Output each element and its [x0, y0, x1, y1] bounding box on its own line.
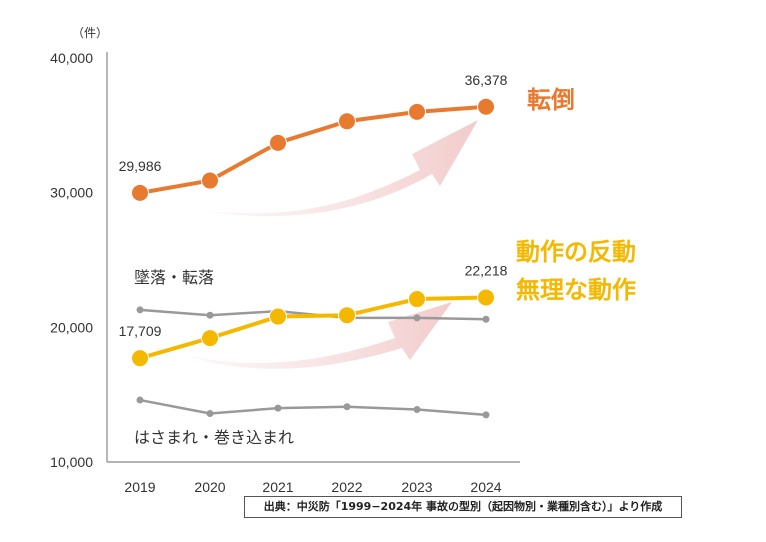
- data-point: [201, 329, 219, 348]
- data-point: [343, 403, 351, 411]
- data-point: [477, 97, 495, 116]
- x-tick-label: 2022: [331, 479, 362, 495]
- series-label-tsuiraku: 墜落・転落: [134, 268, 214, 287]
- trend-arrow-lower: [185, 302, 452, 369]
- x-tick-label: 2024: [470, 479, 501, 495]
- series-label-dousa: 無理な動作: [516, 276, 636, 304]
- data-point: [136, 396, 144, 404]
- series-layer: [131, 97, 495, 419]
- data-point: [408, 290, 426, 309]
- data-point: [338, 306, 356, 325]
- data-point: [477, 288, 495, 307]
- y-tick-label: 10,000: [50, 454, 93, 470]
- y-tick-label: 40,000: [50, 50, 93, 66]
- data-point: [206, 311, 214, 319]
- y-tick-label: 30,000: [50, 185, 93, 201]
- y-tick-label: 20,000: [50, 319, 93, 335]
- data-label: 29,986: [119, 158, 162, 174]
- data-point: [408, 102, 426, 121]
- series-line: [139, 398, 487, 417]
- data-point: [269, 307, 287, 326]
- data-point: [269, 133, 287, 152]
- y-unit-label: （件）: [72, 26, 108, 40]
- data-point: [482, 315, 490, 323]
- series-label-dousa: 動作の反動: [516, 238, 636, 266]
- data-point: [338, 112, 356, 131]
- data-point: [206, 410, 214, 418]
- data-label: 22,218: [465, 262, 508, 278]
- data-point: [131, 349, 149, 368]
- series-line: [139, 295, 487, 361]
- trend-arrow-upper: [200, 120, 478, 217]
- series-label-hasamare: はさまれ・巻き込まれ: [134, 428, 294, 447]
- data-point: [136, 306, 144, 314]
- data-label: 36,378: [465, 72, 508, 88]
- data-point: [413, 314, 421, 322]
- data-point: [413, 405, 421, 413]
- x-tick-label: 2023: [401, 479, 432, 495]
- axes: [106, 52, 520, 463]
- text-layer: （件） 10,000 20,000 30,000 40,000 2019 2020 2021 2…: [50, 26, 636, 495]
- trend-arrows: [185, 120, 478, 369]
- x-tick-label: 2021: [262, 479, 293, 495]
- x-tick-label: 2019: [124, 479, 155, 495]
- x-tick-label: 2020: [194, 479, 225, 495]
- data-point: [131, 183, 149, 202]
- data-label: 17,709: [119, 323, 162, 339]
- data-point: [482, 411, 490, 419]
- series-label-tentou: 転倒: [527, 86, 575, 114]
- series-line: [139, 104, 487, 195]
- data-point: [201, 171, 219, 190]
- source-note: 出典：中災防「1999−2024年 事故の型別（起因物別・業種別含む）」より作成: [244, 496, 682, 518]
- data-point: [274, 404, 282, 412]
